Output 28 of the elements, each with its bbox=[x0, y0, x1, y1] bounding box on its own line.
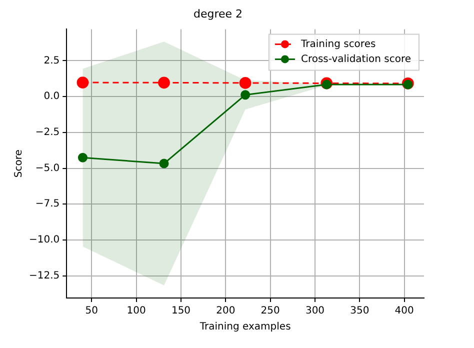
x-tick-label: 250 bbox=[260, 306, 280, 317]
point bbox=[322, 80, 332, 90]
y-tick-label: −2.5 bbox=[35, 127, 60, 138]
y-tick-label: −7.5 bbox=[35, 198, 60, 210]
x-tick-label: 400 bbox=[394, 306, 414, 317]
x-tick-label: 350 bbox=[350, 306, 370, 317]
point bbox=[159, 158, 169, 168]
point bbox=[240, 90, 250, 100]
y-tick-label: −5.0 bbox=[35, 162, 60, 174]
point bbox=[239, 77, 252, 89]
x-tick-label: 100 bbox=[126, 306, 146, 317]
y-tick-label: 0.0 bbox=[44, 91, 60, 102]
x-axis-title: Training examples bbox=[198, 322, 291, 333]
y-tick-label: −12.5 bbox=[28, 270, 60, 282]
y-axis-title: Score bbox=[14, 150, 25, 178]
point bbox=[403, 80, 413, 90]
x-tick-label: 300 bbox=[305, 306, 325, 317]
point bbox=[78, 152, 88, 162]
point bbox=[76, 76, 89, 88]
x-tick-label: 150 bbox=[171, 306, 191, 317]
chart-title: degree 2 bbox=[193, 7, 243, 20]
legend-label: Cross-validation score bbox=[300, 54, 412, 65]
y-tick-label: 2.5 bbox=[44, 55, 60, 66]
legend-label: Training scores bbox=[300, 38, 376, 50]
y-tick-label: −10.0 bbox=[28, 234, 60, 246]
x-tick-label: 50 bbox=[85, 306, 98, 317]
x-tick-label: 200 bbox=[216, 306, 236, 317]
point bbox=[158, 76, 170, 89]
